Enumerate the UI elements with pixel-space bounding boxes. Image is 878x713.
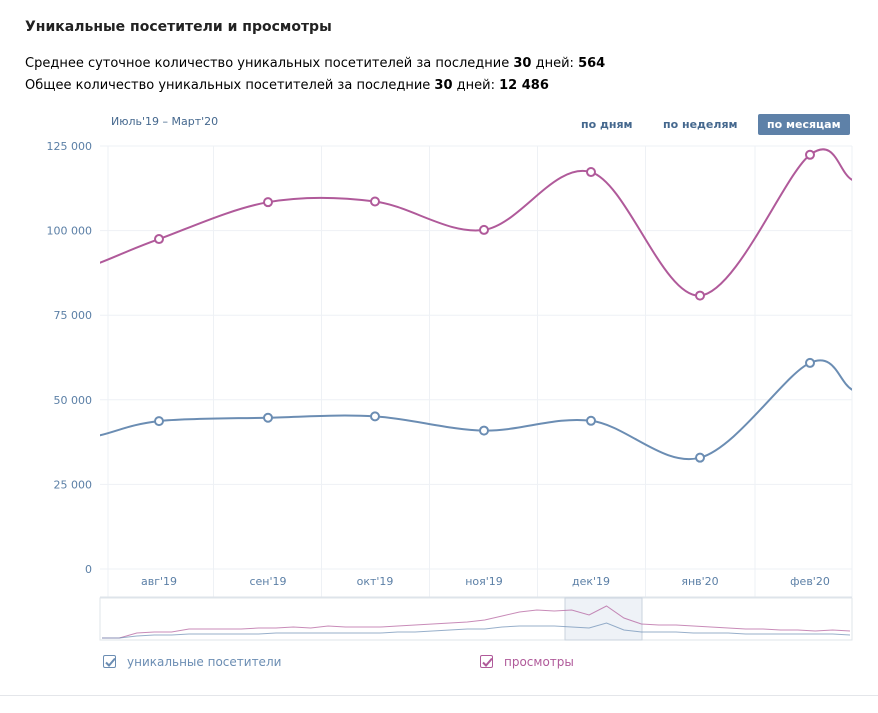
y-tick-label: 50 000	[54, 394, 93, 407]
data-point	[154, 234, 164, 245]
x-tick-label: дек'19	[572, 575, 610, 588]
data-point	[370, 411, 380, 422]
navigator-selection	[564, 597, 643, 641]
x-tick-label: янв'20	[681, 575, 718, 588]
legend-views-label: просмотры	[504, 655, 574, 669]
data-point	[479, 425, 489, 436]
data-point	[586, 415, 596, 426]
x-tick-label: ноя'19	[465, 575, 503, 588]
y-tick-label: 75 000	[54, 309, 93, 322]
data-point	[695, 452, 705, 463]
total-visitors-value: 12 486	[499, 78, 549, 93]
y-tick-label: 25 000	[54, 478, 93, 491]
legend-visitors-label: уникальные посетители	[127, 655, 282, 669]
navigator-line	[102, 622, 851, 639]
check-icon	[482, 657, 493, 667]
data-point	[479, 224, 489, 235]
plot-area	[100, 146, 852, 569]
average-daily-visitors: Среднее суточное количество уникальных п…	[25, 56, 606, 71]
x-tick-label: авг'19	[141, 575, 177, 588]
views-checkbox[interactable]	[480, 655, 493, 668]
data-point	[805, 149, 815, 160]
x-tick-label: фев'20	[790, 575, 830, 588]
x-tick-label: сен'19	[249, 575, 286, 588]
data-point	[370, 196, 380, 207]
data-point	[154, 416, 164, 427]
data-point	[263, 412, 273, 423]
y-tick-label: 100 000	[47, 225, 93, 238]
average-daily-visitors-value: 564	[578, 56, 606, 71]
visitors-checkbox[interactable]	[103, 655, 116, 668]
by-months-button[interactable]: по месяцам	[758, 114, 850, 135]
data-point	[695, 290, 705, 301]
y-tick-label: 0	[85, 563, 92, 576]
navigator-line	[102, 605, 851, 639]
data-point	[805, 357, 815, 368]
data-point	[263, 197, 273, 208]
total-visitors: Общее количество уникальных посетителей …	[25, 78, 549, 93]
x-tick-label: окт'19	[357, 575, 394, 588]
y-tick-label: 125 000	[47, 140, 93, 153]
divider	[0, 695, 878, 696]
page-title: Уникальные посетители и просмотры	[25, 19, 332, 35]
data-point	[586, 167, 596, 178]
by-weeks-button[interactable]: по неделям	[663, 118, 738, 131]
by-days-button[interactable]: по дням	[581, 118, 633, 131]
check-icon	[105, 657, 116, 667]
period-label: Июль'19 – Март'20	[111, 115, 219, 128]
